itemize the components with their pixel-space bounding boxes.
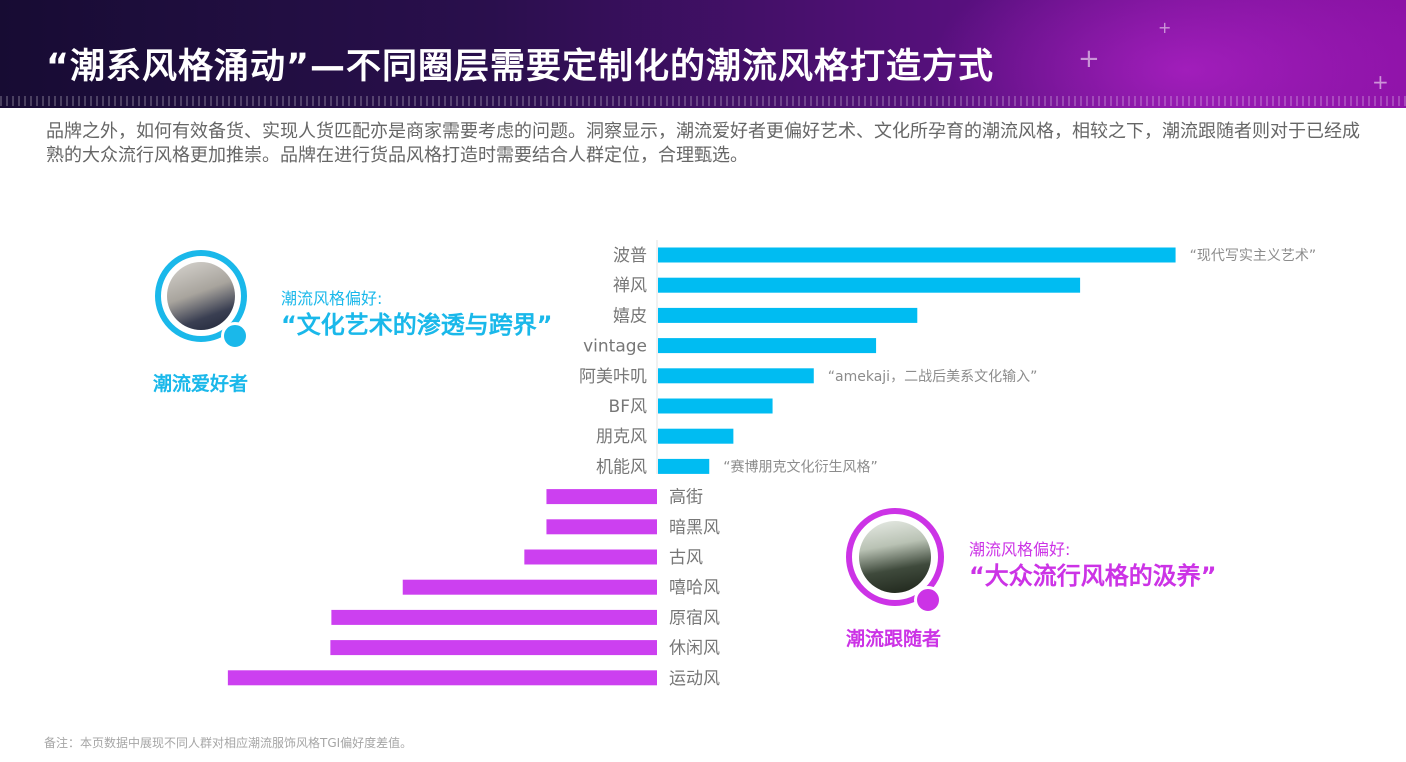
footnote: 备注：本页数据中展现不同人群对相应潮流服饰风格TGI偏好度差值。	[44, 736, 413, 750]
bar-4	[658, 368, 814, 384]
category-label-4: 阿美咔叽	[579, 367, 647, 387]
annotation-0: “现代写实主义艺术”	[1190, 248, 1317, 264]
category-label-11: 嘻哈风	[669, 578, 720, 598]
bar-13	[330, 640, 657, 656]
plus-decoration-icon: +	[1372, 70, 1389, 94]
category-label-5: BF风	[609, 397, 647, 417]
annotation-7: “赛博朋克文化衍生风格”	[723, 458, 878, 475]
follower-avatar	[846, 508, 944, 614]
bar-10	[524, 549, 657, 565]
follower-photo	[859, 521, 931, 593]
bar-2	[658, 307, 918, 323]
header-banner: + + + “潮系风格涌动”—不同圈层需要定制化的潮流风格打造方式	[0, 0, 1406, 108]
category-label-7: 机能风	[596, 457, 647, 477]
header-glow	[926, 0, 1406, 108]
bar-12	[331, 609, 657, 625]
bar-8	[546, 489, 657, 505]
category-label-9: 暗黑风	[669, 518, 720, 538]
enthusiast-badge-icon	[221, 322, 249, 350]
header-dot-strip	[0, 96, 1406, 106]
plus-decoration-icon: +	[1078, 44, 1100, 74]
bar-0	[658, 247, 1176, 263]
bar-5	[658, 398, 773, 414]
bar-6	[658, 428, 734, 444]
bar-11	[402, 579, 657, 595]
page-title: “潮系风格涌动”—不同圈层需要定制化的潮流风格打造方式	[46, 47, 995, 87]
follower-pref-caption: 潮流风格偏好:	[969, 540, 1071, 559]
annotation-4: “amekaji，二战后美系文化输入”	[828, 369, 1038, 385]
category-label-13: 休闲风	[669, 639, 720, 659]
category-label-3: vintage	[583, 337, 647, 357]
enthusiast-pref-headline: “文化艺术的渗透与跨界”	[281, 311, 553, 339]
intro-text: 品牌之外，如何有效备货、实现人货匹配亦是商家需要考虑的问题。洞察显示，潮流爱好者…	[46, 121, 1360, 166]
category-label-1: 禅风	[613, 276, 647, 296]
plus-decoration-icon: +	[1158, 18, 1172, 37]
bar-1	[658, 277, 1081, 293]
category-label-0: 波普	[613, 246, 647, 266]
enthusiast-photo	[167, 262, 235, 330]
bar-9	[546, 519, 657, 535]
follower-label: 潮流跟随者	[846, 628, 942, 650]
follower-badge-icon	[914, 586, 942, 614]
enthusiast-pref-caption: 潮流风格偏好:	[281, 289, 383, 308]
enthusiast-avatar	[155, 250, 249, 350]
bar-14	[227, 670, 658, 686]
category-label-12: 原宿风	[669, 608, 720, 628]
enthusiast-label: 潮流爱好者	[153, 373, 249, 395]
category-label-8: 高街	[669, 488, 703, 508]
bar-3	[658, 338, 877, 354]
category-label-6: 朋克风	[596, 427, 647, 447]
category-label-10: 古风	[669, 548, 703, 568]
category-label-14: 运动风	[669, 669, 720, 689]
bar-7	[658, 458, 710, 474]
follower-pref-headline: “大众流行风格的汲养”	[969, 562, 1217, 590]
category-label-2: 嬉皮	[613, 306, 647, 326]
